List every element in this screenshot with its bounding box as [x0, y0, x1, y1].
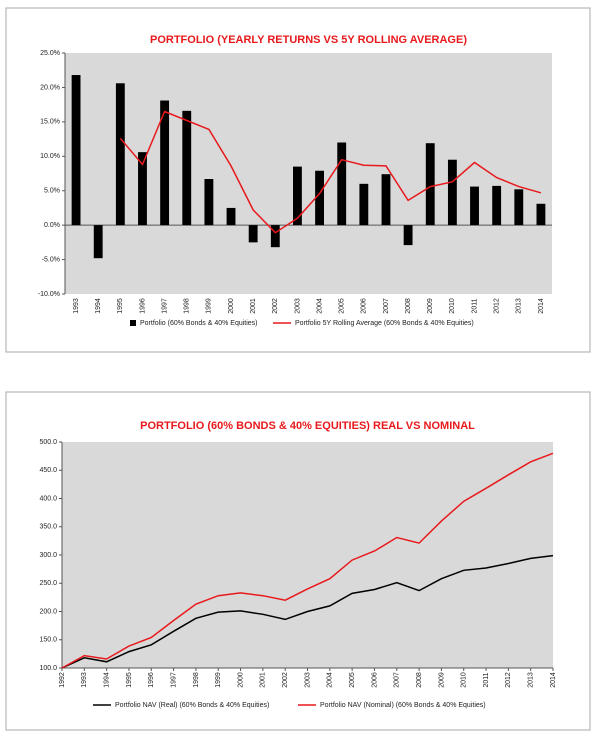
x-tick-label: 1997 — [170, 672, 177, 688]
x-tick-label: 1993 — [73, 298, 80, 314]
y-tick-label: 5.0% — [44, 188, 60, 195]
bar — [315, 170, 324, 226]
legend-label: Portfolio 5Y Rolling Average (60% Bonds … — [295, 320, 474, 327]
bar — [403, 225, 413, 246]
bar — [71, 75, 81, 226]
x-tick-label: 1992 — [59, 672, 66, 688]
x-tick-label: 1993 — [81, 672, 88, 688]
x-tick-label: 2010 — [461, 672, 468, 688]
line-series — [119, 110, 542, 234]
chart-title: PORTFOLIO (60% BONDS & 40% EQUITIES) REA… — [140, 420, 475, 432]
bar — [115, 83, 125, 226]
bar — [447, 159, 457, 226]
legend-label: Portfolio (60% Bonds & 40% Equities) — [140, 320, 258, 327]
x-tick-label: 2006 — [361, 298, 368, 314]
x-tick-label: 1999 — [206, 298, 213, 314]
bar — [182, 110, 192, 226]
x-tick-label: 1996 — [148, 672, 155, 688]
x-tick-label: 2005 — [339, 298, 346, 314]
x-tick-label: 2001 — [260, 672, 267, 688]
x-tick-label: 1996 — [139, 298, 146, 314]
x-tick-label: 1998 — [184, 298, 191, 314]
bar — [160, 100, 170, 226]
y-tick-label: 20.0% — [40, 84, 60, 91]
x-tick-label: 2001 — [250, 298, 257, 314]
x-tick-label: 2013 — [528, 672, 535, 688]
x-tick-label: 1995 — [117, 298, 124, 314]
bar — [514, 189, 524, 226]
y-tick-label: 450.0 — [39, 467, 57, 474]
bar — [93, 225, 103, 259]
plot-area — [62, 442, 553, 668]
x-tick-label: 2003 — [294, 298, 301, 314]
bar — [492, 185, 502, 226]
legend-label: Portfolio NAV (Nominal) (60% Bonds & 40%… — [320, 702, 486, 709]
x-tick-label: 1997 — [161, 298, 168, 314]
x-tick-label: 2010 — [449, 298, 456, 314]
legend-swatch — [130, 320, 136, 326]
x-tick-label: 2003 — [304, 672, 311, 688]
y-tick-label: 400.0 — [39, 495, 57, 502]
bar — [359, 183, 369, 226]
x-tick-label: 1995 — [126, 672, 133, 688]
bar — [337, 142, 347, 226]
bar — [138, 152, 147, 226]
x-tick-label: 2008 — [405, 298, 412, 314]
x-tick-label: 2012 — [505, 672, 512, 688]
x-tick-label: 2004 — [327, 672, 334, 688]
bar — [536, 203, 546, 226]
line-series — [61, 554, 554, 669]
x-tick-label: 2009 — [427, 298, 434, 314]
legend-label: Portfolio NAV (Real) (60% Bonds & 40% Eq… — [115, 702, 269, 709]
x-tick-label: 2002 — [282, 672, 289, 688]
y-tick-label: 0.0% — [44, 222, 60, 229]
y-tick-label: 25.0% — [40, 50, 60, 57]
x-tick-label: 2012 — [494, 298, 501, 314]
x-tick-label: 2000 — [237, 672, 244, 688]
chart-title: PORTFOLIO (YEARLY RETURNS VS 5Y ROLLING … — [150, 34, 467, 46]
y-tick-label: 500.0 — [39, 439, 57, 446]
bar — [270, 225, 280, 248]
x-tick-label: 2014 — [550, 672, 557, 688]
bar — [381, 174, 391, 226]
x-tick-label: 2008 — [416, 672, 423, 688]
y-tick-label: 250.0 — [39, 580, 57, 587]
x-tick-label: 2005 — [349, 672, 356, 688]
x-tick-label: 1999 — [215, 672, 222, 688]
y-tick-label: 15.0% — [40, 119, 60, 126]
y-tick-label: 100.0 — [39, 665, 57, 672]
x-tick-label: 2014 — [538, 298, 545, 314]
y-tick-label: 200.0 — [39, 608, 57, 615]
y-tick-label: -5.0% — [42, 256, 60, 263]
y-tick-label: 350.0 — [39, 524, 57, 531]
x-tick-label: 2004 — [316, 298, 323, 314]
x-tick-label: 1994 — [95, 298, 102, 314]
bar — [425, 143, 435, 226]
x-tick-label: 1998 — [193, 672, 200, 688]
y-tick-label: 150.0 — [39, 637, 57, 644]
y-tick-label: 300.0 — [39, 552, 57, 559]
x-tick-label: 1994 — [103, 672, 110, 688]
x-tick-label: 2009 — [438, 672, 445, 688]
x-tick-label: 2007 — [383, 298, 390, 314]
bar — [293, 166, 302, 226]
x-tick-label: 2007 — [394, 672, 401, 688]
bar — [204, 179, 214, 226]
x-tick-label: 2002 — [272, 298, 279, 314]
y-tick-label: -10.0% — [38, 291, 60, 298]
bar — [226, 207, 236, 226]
x-tick-label: 2011 — [471, 298, 478, 313]
bar — [248, 225, 258, 243]
x-tick-label: 2006 — [371, 672, 378, 688]
y-tick-label: 10.0% — [40, 153, 60, 160]
x-tick-label: 2013 — [516, 298, 523, 314]
x-tick-label: 2000 — [228, 298, 235, 314]
bar — [470, 186, 479, 226]
line-series — [61, 452, 554, 669]
x-tick-label: 2011 — [483, 672, 490, 687]
